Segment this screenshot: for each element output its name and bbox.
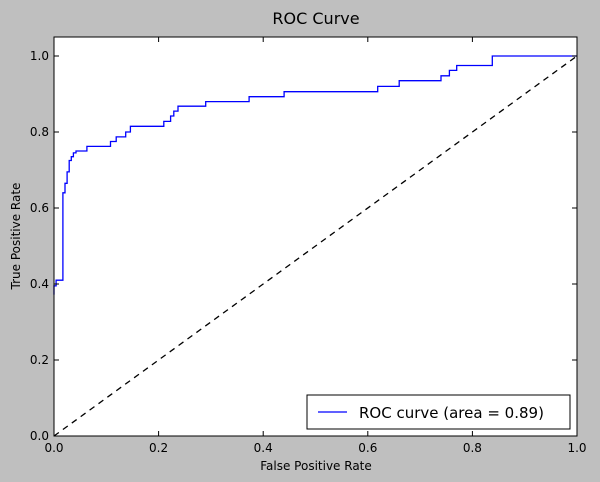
x-tick-label: 1.0 <box>567 441 586 455</box>
x-tick-label: 0.8 <box>463 441 482 455</box>
chart-title: ROC Curve <box>272 9 359 28</box>
y-tick-label: 1.0 <box>30 49 49 63</box>
legend-box <box>306 394 571 430</box>
roc-curve-line <box>53 55 577 295</box>
x-axis-label: False Positive Rate <box>260 459 372 473</box>
y-tick-label: 0.2 <box>30 353 49 367</box>
plot-area <box>54 37 577 436</box>
y-tick-label: 0.6 <box>30 201 49 215</box>
plot-lines <box>53 55 578 437</box>
chance-diagonal-line <box>53 55 578 437</box>
y-tick-label: 0.4 <box>30 277 49 291</box>
legend: ROC curve (area = 0.89) <box>306 394 571 430</box>
y-tick-label: 0.8 <box>30 125 49 139</box>
x-tick-label: 0.2 <box>149 441 168 455</box>
plot-frame <box>53 36 578 437</box>
x-tick-label: 0.6 <box>358 441 377 455</box>
x-axis-ticks: 0.0 0.2 0.4 0.6 0.8 1.0 <box>44 37 587 455</box>
y-axis-label: True Positive Rate <box>9 183 23 291</box>
x-tick-label: 0.4 <box>254 441 273 455</box>
y-axis-ticks: 0.0 0.2 0.4 0.6 0.8 1.0 <box>30 49 577 443</box>
legend-label: ROC curve (area = 0.89) <box>359 404 544 422</box>
y-tick-label: 0.0 <box>30 429 49 443</box>
x-tick-label: 0.0 <box>44 441 63 455</box>
